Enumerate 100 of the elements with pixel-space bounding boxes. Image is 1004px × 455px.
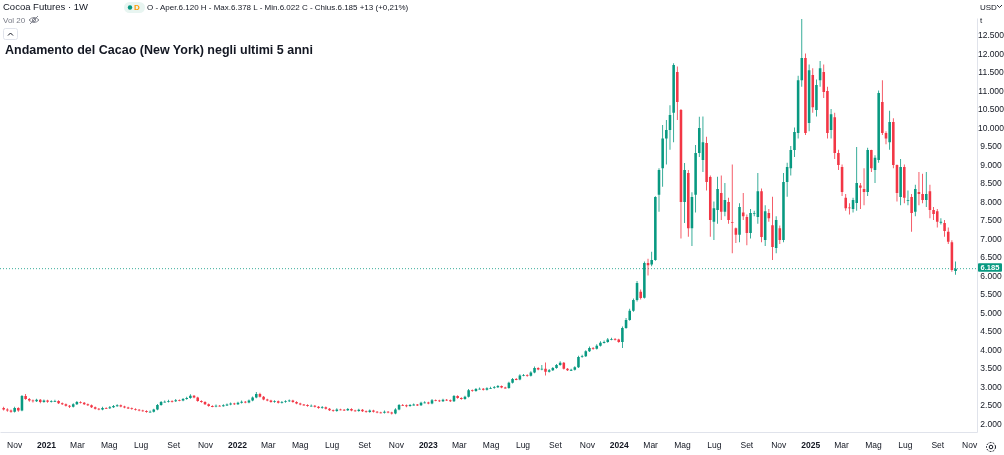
candlestick xyxy=(811,68,815,113)
candlestick xyxy=(68,404,71,408)
x-tick-label: 2021 xyxy=(37,440,57,451)
candlestick xyxy=(639,289,642,300)
candlestick xyxy=(167,399,170,403)
x-tick-label: Nov xyxy=(7,440,23,451)
candlestick xyxy=(306,404,309,407)
x-tick-label: Set xyxy=(740,440,754,451)
candlestick xyxy=(935,208,939,228)
text: USD xyxy=(980,3,998,12)
y-tick-label: 11.000 xyxy=(978,85,1004,96)
candlestick xyxy=(511,377,514,384)
text: Andamento del Cacao (New York) negli ultimi 5 anni xyxy=(5,43,313,57)
x-tick-label: Mar xyxy=(260,440,276,451)
candlestick xyxy=(368,409,372,413)
candlestick xyxy=(719,175,723,221)
candlestick xyxy=(456,395,459,399)
candlestick xyxy=(222,404,225,407)
candlestick xyxy=(401,403,405,407)
candlestick xyxy=(555,363,558,369)
candlestick xyxy=(888,110,891,150)
candlestick xyxy=(24,393,27,400)
x-tick-label: 2025 xyxy=(801,440,821,451)
candlestick xyxy=(661,124,664,187)
candlestick xyxy=(540,365,544,371)
candlestick xyxy=(152,408,156,413)
candlestick xyxy=(782,173,785,243)
candlestick xyxy=(434,399,437,402)
candlestick xyxy=(6,408,9,412)
candlestick xyxy=(320,406,324,409)
candlestick xyxy=(13,406,16,413)
candlestick xyxy=(595,344,599,350)
x-tick-label: Lug xyxy=(898,440,913,451)
candlestick xyxy=(738,203,741,243)
candlestick xyxy=(892,118,895,169)
candlestick xyxy=(910,194,913,232)
candlestick xyxy=(943,220,946,237)
candlestick xyxy=(189,394,192,399)
y-tick-label: 5.000 xyxy=(980,307,1002,318)
x-tick-label: Mag xyxy=(101,440,118,451)
candlestick xyxy=(804,53,807,135)
candlestick xyxy=(599,341,602,347)
candlestick xyxy=(514,377,518,381)
candlestick xyxy=(844,194,847,211)
x-tick-label: Set xyxy=(931,440,945,451)
candlestick xyxy=(383,410,386,414)
x-tick-label: Nov xyxy=(771,440,788,451)
y-tick-label: 2.000 xyxy=(980,418,1002,429)
x-tick-label: Lug xyxy=(134,440,149,451)
candlestick xyxy=(123,405,126,409)
candlestick xyxy=(716,176,719,224)
y-tick-label: 9.500 xyxy=(980,141,1002,152)
candlestick xyxy=(229,402,232,406)
candlestick xyxy=(654,196,657,261)
candlestick xyxy=(837,149,840,171)
candlestick xyxy=(727,197,730,224)
candlestick xyxy=(467,389,470,398)
candlestick xyxy=(240,400,243,404)
y-tick-label: 9.000 xyxy=(980,159,1002,170)
candlestick xyxy=(207,403,210,407)
candlestick xyxy=(196,396,199,402)
y-tick-label: 7.500 xyxy=(980,215,1002,226)
candlestick xyxy=(471,389,474,392)
x-tick-label: Mar xyxy=(834,440,849,451)
annotation: Vol 20 xyxy=(3,16,26,25)
text: t xyxy=(980,16,983,25)
candlestick xyxy=(174,399,178,403)
candlestick xyxy=(903,164,906,204)
candlestick xyxy=(335,408,339,412)
candlestick xyxy=(331,409,335,412)
candlestick xyxy=(481,387,485,391)
text: D xyxy=(134,3,141,12)
y-tick-label: 6.500 xyxy=(980,252,1002,263)
candlestick xyxy=(17,407,20,412)
x-tick-label: 2022 xyxy=(227,440,248,451)
candlestick xyxy=(255,392,258,399)
y-tick-label: 10.500 xyxy=(978,104,1004,115)
x-tick-label: Nov xyxy=(962,440,978,451)
candlestick xyxy=(500,385,503,389)
x-tick-label: Lug xyxy=(325,440,340,451)
candlestick xyxy=(522,373,525,377)
candlestick xyxy=(771,196,774,260)
candlestick xyxy=(610,337,613,341)
candlestick xyxy=(211,405,214,408)
candlestick xyxy=(921,173,924,204)
candlestick xyxy=(650,251,653,267)
candlestick xyxy=(49,400,53,403)
candlestick xyxy=(672,63,675,143)
candlestick xyxy=(28,397,31,402)
candlestick xyxy=(295,401,298,405)
candlestick xyxy=(350,408,353,412)
y-tick-label: 10.000 xyxy=(978,122,1004,133)
chart-subtitle: Cocoa Futures · 1W xyxy=(3,1,89,12)
candlestick xyxy=(460,397,463,400)
candlestick xyxy=(200,400,203,403)
x-tick-label: Mar xyxy=(70,440,85,451)
candlestick xyxy=(628,308,631,321)
text: O - Aper.6.120 H - Max.6.378 L - Min.6.022 C - Chius.6.185 +13 (+0,21%) xyxy=(147,3,409,12)
candlestick xyxy=(730,164,734,254)
x-tick-label: Mar xyxy=(643,440,659,451)
